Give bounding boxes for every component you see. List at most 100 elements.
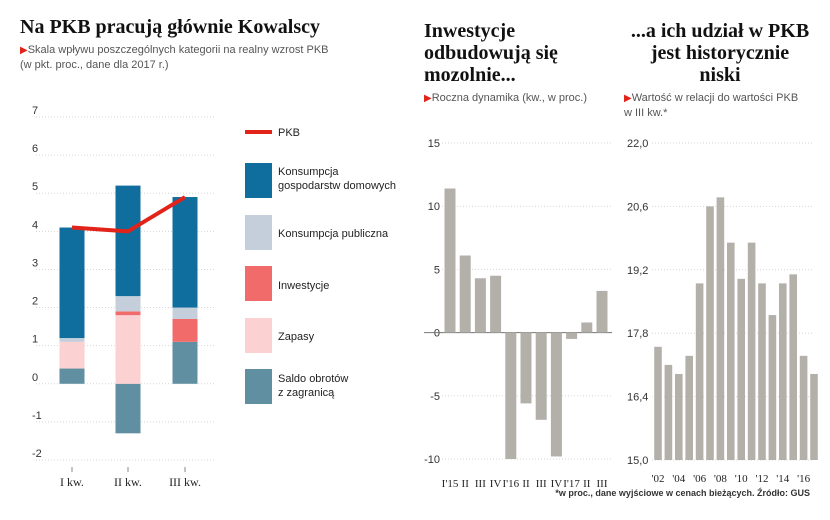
stacked-bar-segment xyxy=(172,341,198,384)
panel3-title-line2: jest historycznie xyxy=(650,42,790,64)
stacked-bar-segment xyxy=(59,368,85,384)
panel2-subtitle-text: Roczna dynamika (kw., w proc.) xyxy=(431,92,587,104)
investment-share-bar xyxy=(716,197,725,461)
investment-share-bar xyxy=(799,355,808,460)
panel1-title: Na PKB pracują głównie Kowalscy xyxy=(20,16,320,38)
y-tick-label: 0 xyxy=(434,328,440,340)
stacked-bar-segment xyxy=(115,296,141,312)
panel1-subtitle-line2: (w pkt. proc., dane dla 2017 r.) xyxy=(20,59,169,71)
investment-share-bar xyxy=(675,373,683,460)
investment-share-bar xyxy=(789,274,797,460)
panel3-subtitle: ▶Wartość w relacji do wartości PKB w III… xyxy=(624,91,798,121)
y-tick-label: 7 xyxy=(32,105,38,117)
x-tick-label: III xyxy=(597,478,608,490)
investment-share-bar xyxy=(737,278,745,460)
investment-share-bar xyxy=(810,373,818,460)
investment-share-bar xyxy=(664,364,673,460)
investment-growth-bar xyxy=(474,278,486,333)
y-tick-label: 5 xyxy=(434,264,440,276)
panel2-title-line2: odbudowują się xyxy=(424,42,558,64)
y-tick-label: 15 xyxy=(428,138,440,150)
y-tick-label: 16,4 xyxy=(627,392,648,404)
investment-share-bar xyxy=(654,346,662,460)
y-tick-label: 5 xyxy=(32,181,38,193)
footnote: *w proc., dane wyjściowe w cenach bieżąc… xyxy=(555,488,810,498)
x-tick-label: I'15 xyxy=(442,478,459,490)
stacked-bar-segment xyxy=(172,307,198,319)
legend-net-exports-swatch xyxy=(245,369,272,404)
x-tick-label: III kw. xyxy=(169,475,201,489)
y-tick-label: 15,0 xyxy=(627,455,648,467)
x-tick-label: II xyxy=(462,478,470,490)
panel3-subtitle-line1: Wartość w relacji do wartości PKB xyxy=(631,92,799,104)
legend-consumption-swatch xyxy=(245,163,272,198)
panel1-subtitle: ▶Skala wpływu poszczególnych kategorii n… xyxy=(20,43,329,73)
y-tick-label: -1 xyxy=(32,410,42,422)
panel3-subtitle-line2: w III kw.* xyxy=(624,107,668,119)
x-tick-label: I'17 xyxy=(563,478,580,490)
stacked-bar-segment xyxy=(115,383,141,434)
x-tick-label: IV xyxy=(551,478,563,490)
investment-growth-bar xyxy=(520,332,532,404)
panel3-title: ...a ich udział w PKB jest historycznie … xyxy=(620,20,820,86)
x-tick-label: II xyxy=(583,478,591,490)
investment-share-bar xyxy=(768,315,777,460)
investment-growth-bar xyxy=(581,322,593,333)
y-tick-label: 0 xyxy=(32,372,38,384)
investment-share-bar xyxy=(779,283,787,460)
legend: PKB Konsumpcja gospodarstw domowych Kons… xyxy=(245,127,396,404)
investment-growth-bar xyxy=(566,332,578,339)
x-tick-label: '02 xyxy=(652,473,665,485)
triangle-marker-icon: ▶ xyxy=(424,93,432,104)
x-tick-label: III xyxy=(475,478,486,490)
legend-investment-label: Inwestycje xyxy=(278,280,329,292)
panel2-title-line1: Inwestycje xyxy=(424,20,516,42)
y-tick-label: -2 xyxy=(32,448,42,460)
y-tick-label: 19,2 xyxy=(627,265,648,277)
legend-public-label: Konsumpcja publiczna xyxy=(278,228,389,240)
y-tick-label: 1 xyxy=(32,334,38,346)
stacked-bar-segment xyxy=(172,318,198,342)
panel2-title-line3: mozolnie... xyxy=(424,64,516,86)
x-tick-label: II kw. xyxy=(114,475,142,489)
x-tick-label: I kw. xyxy=(60,475,84,489)
stacked-bar-segment xyxy=(59,338,85,342)
x-tick-label: '08 xyxy=(714,473,727,485)
triangle-marker-icon: ▶ xyxy=(624,93,632,104)
legend-gdp-label: PKB xyxy=(278,127,300,139)
stacked-bar-segment xyxy=(115,315,141,384)
y-tick-label: 6 xyxy=(32,143,38,155)
stacked-bar-segment xyxy=(59,341,85,369)
x-tick-label: '10 xyxy=(735,473,748,485)
investment-share-bar xyxy=(695,283,704,460)
investment-growth-bar xyxy=(459,255,471,333)
x-tick-label: I'16 xyxy=(502,478,519,490)
y-tick-label: 4 xyxy=(32,219,38,231)
contributions-chart: 7 6 5 4 3 2 1 0 -1 -2 I kw. II kw. III kw. xyxy=(32,105,215,489)
x-tick-label: III xyxy=(536,478,547,490)
stacked-bar-segment xyxy=(59,227,85,339)
investment-share-bar xyxy=(706,206,714,460)
y-tick-label: 2 xyxy=(32,296,38,308)
legend-net-exports-label-2: z zagranicą xyxy=(278,387,335,399)
investment-growth-bar xyxy=(550,332,562,457)
x-tick-label: '14 xyxy=(776,473,789,485)
panel1-subtitle-line1: Skala wpływu poszczególnych kategorii na… xyxy=(27,44,329,56)
y-tick-label: 22,0 xyxy=(627,138,648,150)
panel3-title-line3: niski xyxy=(699,64,741,86)
legend-inventory-label: Zapasy xyxy=(278,331,315,343)
y-tick-label: -5 xyxy=(430,391,440,403)
y-tick-label: 20,6 xyxy=(627,201,648,213)
y-tick-label: 17,8 xyxy=(627,328,648,340)
legend-public-swatch xyxy=(245,215,272,250)
y-tick-label: -10 xyxy=(424,454,440,466)
panel2-title: Inwestycje odbudowują się mozolnie... xyxy=(424,20,558,86)
stacked-bar-segment xyxy=(172,197,198,308)
legend-inventory-swatch xyxy=(245,318,272,353)
gdp-line xyxy=(71,195,187,234)
investment-growth-bar xyxy=(596,290,608,333)
investment-share-bar xyxy=(747,242,756,460)
legend-investment-swatch xyxy=(245,266,272,301)
